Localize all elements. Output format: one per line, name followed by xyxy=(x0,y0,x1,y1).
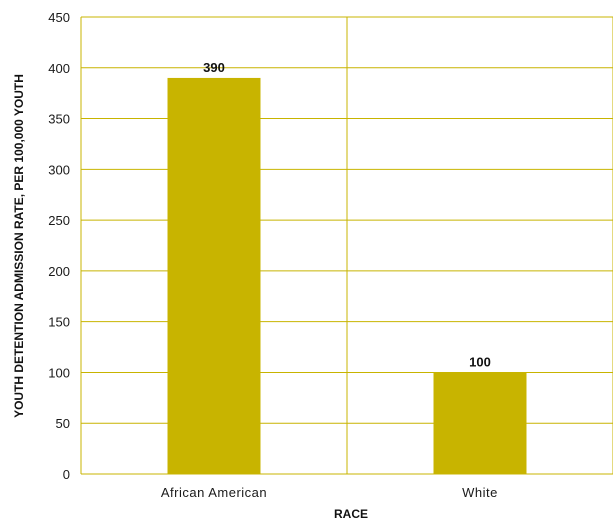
data-label: 100 xyxy=(469,354,491,369)
y-axis-ticks: 0 50 100 150 200 250 300 350 400 450 xyxy=(48,10,70,482)
y-tick-label: 350 xyxy=(48,112,70,127)
x-tick-label: African American xyxy=(161,485,267,500)
y-tick-label: 50 xyxy=(56,416,70,431)
y-tick-label: 250 xyxy=(48,213,70,228)
bar xyxy=(433,372,527,474)
y-tick-label: 100 xyxy=(48,365,70,380)
x-axis-title: RACE xyxy=(334,507,368,521)
y-axis-title: YOUTH DETENTION ADMISSION RATE, PER 100,… xyxy=(12,74,26,418)
y-tick-label: 400 xyxy=(48,61,70,76)
x-tick-label: White xyxy=(462,485,498,500)
y-tick-label: 450 xyxy=(48,10,70,25)
data-labels: 390 100 xyxy=(203,60,491,370)
y-tick-label: 300 xyxy=(48,162,70,177)
y-tick-label: 200 xyxy=(48,264,70,279)
y-tick-label: 0 xyxy=(63,467,70,482)
bar xyxy=(167,77,261,474)
bars xyxy=(167,77,527,474)
x-axis-ticks: African American White xyxy=(161,485,498,500)
data-label: 390 xyxy=(203,60,225,75)
y-tick-label: 150 xyxy=(48,315,70,330)
grid-lines xyxy=(80,16,613,475)
